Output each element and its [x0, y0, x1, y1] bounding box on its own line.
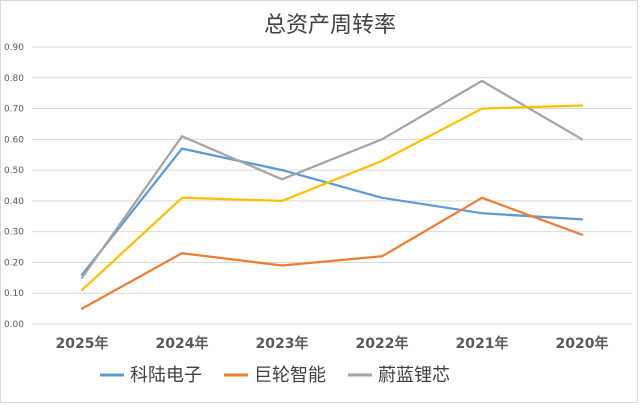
x-tick-label: 2020年 [556, 335, 609, 352]
series-line-3 [80, 104, 584, 292]
x-tick-label: 2021年 [456, 335, 509, 352]
series-line-1 [80, 196, 584, 310]
legend-label: 巨轮智能 [254, 365, 326, 386]
y-tick-label: 0.90 [4, 43, 24, 53]
y-tick-label: 0.80 [4, 74, 24, 84]
grid-lines [32, 46, 632, 325]
x-tick-label: 2024年 [156, 335, 209, 352]
y-tick-label: 0.30 [4, 228, 24, 238]
x-tick-label: 2025年 [56, 335, 109, 352]
series-line-0 [80, 147, 584, 276]
y-tick-label: 0.70 [4, 105, 24, 115]
legend-label: 蔚蓝锂芯 [378, 365, 450, 386]
series-line-2 [80, 79, 584, 279]
y-tick-label: 0.60 [4, 135, 24, 145]
x-tick-label: 2023年 [256, 335, 309, 352]
y-tick-label: 0.10 [4, 289, 24, 299]
y-tick-label: 0.50 [4, 166, 24, 176]
legend-label: 科陆电子 [130, 365, 202, 386]
y-tick-label: 0.20 [4, 258, 24, 268]
y-axis-ticks: 0.00 0.10 0.20 0.30 0.40 0.50 0.60 0.70 0.80 0.90 [4, 43, 24, 330]
x-axis-ticks: 2025年 2024年 2023年 2022年 2021年 2020年 [56, 335, 609, 352]
legend: 科陆电子 巨轮智能 蔚蓝锂芯 [100, 365, 450, 386]
series-lines [80, 79, 584, 310]
x-tick-label: 2022年 [356, 335, 409, 352]
chart-title: 总资产周转率 [264, 13, 396, 38]
y-tick-label: 0.40 [4, 197, 24, 207]
y-tick-label: 0.00 [4, 320, 24, 330]
